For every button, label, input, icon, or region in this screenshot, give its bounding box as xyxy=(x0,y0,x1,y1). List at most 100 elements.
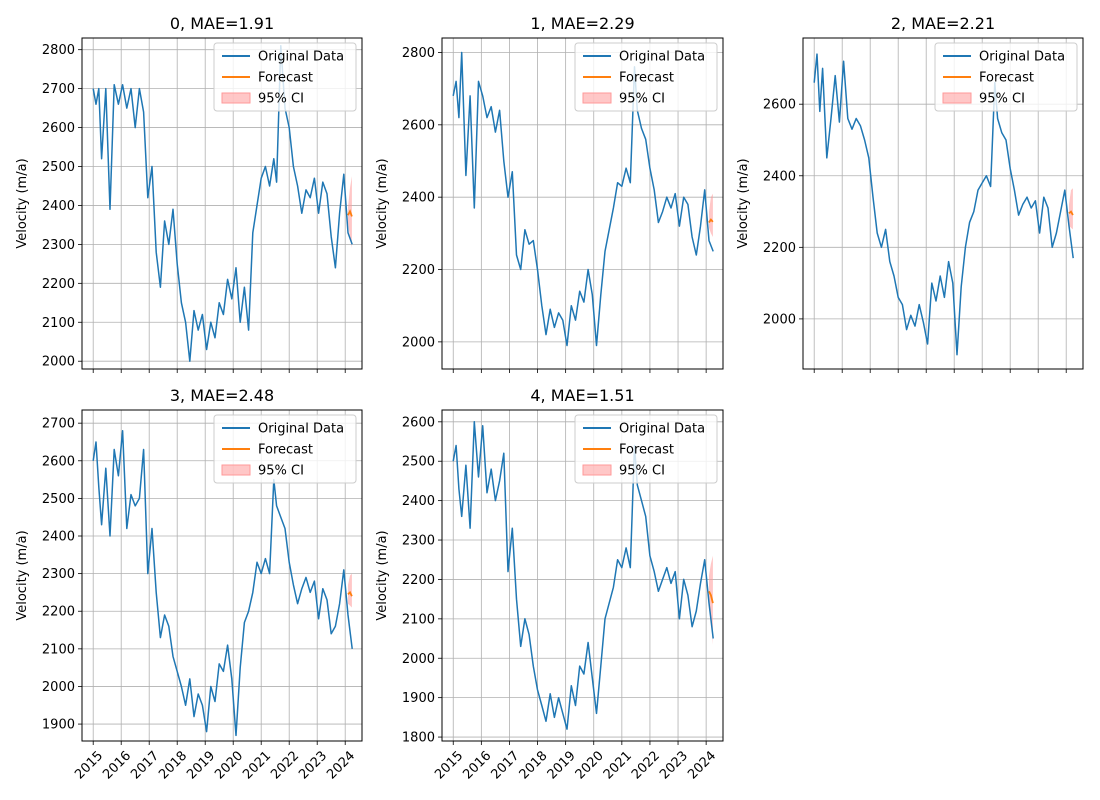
x-tick-label: 2019 xyxy=(545,748,579,782)
subplot-title: 3, MAE=2.48 xyxy=(170,386,274,405)
legend-forecast-label: Forecast xyxy=(619,71,674,86)
x-tick-label: 2020 xyxy=(573,748,607,782)
x-tick-label: 2022 xyxy=(629,748,663,782)
x-tick-label: 2023 xyxy=(657,748,691,782)
x-tick-label: 2015 xyxy=(72,748,106,782)
legend-ci-label: 95% CI xyxy=(258,464,304,479)
x-tick-label: 2018 xyxy=(517,748,551,782)
x-tick-label: 2021 xyxy=(240,748,274,782)
axes-frame xyxy=(441,37,724,370)
y-tick-label: 2600 xyxy=(763,98,796,113)
y-tick-label: 2400 xyxy=(402,191,435,206)
y-tick-label: 2400 xyxy=(42,199,75,214)
legend-forecast-label: Forecast xyxy=(258,71,313,86)
forecast-line xyxy=(347,590,353,597)
legend-ci-swatch xyxy=(582,92,612,104)
y-tick-label: 2100 xyxy=(402,612,435,627)
y-tick-label: 1900 xyxy=(402,691,435,706)
plot-area xyxy=(452,421,714,730)
y-axis-label: Velocity (m/a) xyxy=(15,158,30,248)
legend-ci-swatch xyxy=(942,92,972,104)
legend-ci-label: 95% CI xyxy=(619,92,665,107)
axes-frame xyxy=(81,409,363,742)
y-tick-label: 2400 xyxy=(763,169,796,184)
y-tick-label: 2200 xyxy=(402,263,435,278)
forecast-line xyxy=(708,590,714,604)
legend: Original Data Forecast 95% CI xyxy=(574,414,718,484)
x-tick-label: 2020 xyxy=(212,748,246,782)
subplot-2: 2000 2200 2400 2600 2, MAE=2.21 Velocity (m/a… xyxy=(736,14,1084,373)
plot-area xyxy=(452,51,714,347)
subplot-4: 1800 1900 2000 2100 2200 2300 2400 2500 2600 2015… xyxy=(375,386,724,782)
forecast-line xyxy=(347,209,353,217)
y-tick-label: 2600 xyxy=(402,415,435,430)
legend-original-label: Original Data xyxy=(258,50,344,65)
legend-ci-swatch xyxy=(221,464,251,476)
legend-ci-label: 95% CI xyxy=(619,464,665,479)
x-tick-label: 2024 xyxy=(324,748,358,782)
original-data-line xyxy=(92,429,353,737)
axes-frame xyxy=(802,37,1084,370)
y-tick-label: 2200 xyxy=(42,277,75,292)
y-axis-label: Velocity (m/a) xyxy=(375,530,390,620)
plot-area xyxy=(92,45,353,362)
x-tick-label: 2017 xyxy=(488,748,522,782)
y-tick-label: 2600 xyxy=(42,454,75,469)
y-tick-label: 2000 xyxy=(763,312,796,327)
legend-forecast-label: Forecast xyxy=(979,71,1034,86)
y-axis-label: Velocity (m/a) xyxy=(15,530,30,620)
y-axis-label: Velocity (m/a) xyxy=(375,158,390,248)
y-tick-label: 2100 xyxy=(42,642,75,657)
x-tick-label: 2016 xyxy=(460,748,494,782)
y-tick-label: 2400 xyxy=(42,530,75,545)
x-tick-label: 2022 xyxy=(268,748,302,782)
legend-forecast-label: Forecast xyxy=(619,443,674,458)
x-tick-label: 2021 xyxy=(601,748,635,782)
y-tick-label: 2600 xyxy=(402,118,435,133)
y-tick-label: 2800 xyxy=(42,43,75,58)
legend-ci-swatch xyxy=(221,92,251,104)
x-tick-label: 2017 xyxy=(128,748,162,782)
y-tick-label: 2300 xyxy=(42,567,75,582)
legend: Original Data Forecast 95% CI xyxy=(213,42,357,112)
legend-forecast-label: Forecast xyxy=(258,443,313,458)
subplot-0: 2000 2100 2200 2300 2400 2500 2600 2700 2800 0, M… xyxy=(15,14,363,373)
y-tick-label: 2500 xyxy=(42,160,75,175)
axes-frame xyxy=(441,409,724,742)
y-tick-label: 2200 xyxy=(402,573,435,588)
axes-frame xyxy=(81,37,363,370)
x-tick-label: 2024 xyxy=(685,748,719,782)
y-tick-label: 2000 xyxy=(42,355,75,370)
legend-ci-label: 95% CI xyxy=(979,92,1025,107)
legend-original-label: Original Data xyxy=(619,50,705,65)
x-tick-label: 2019 xyxy=(184,748,218,782)
legend: Original Data Forecast 95% CI xyxy=(213,414,357,484)
y-axis-label: Velocity (m/a) xyxy=(736,158,751,248)
subplot-title: 0, MAE=1.91 xyxy=(170,14,274,33)
y-tick-label: 2800 xyxy=(402,46,435,61)
original-data-line xyxy=(813,53,1074,356)
y-tick-label: 2000 xyxy=(42,680,75,695)
y-tick-label: 2400 xyxy=(402,494,435,509)
legend-original-label: Original Data xyxy=(258,422,344,437)
y-tick-label: 1900 xyxy=(42,718,75,733)
forecast-line xyxy=(708,218,714,223)
y-tick-label: 2300 xyxy=(402,534,435,549)
y-tick-label: 2300 xyxy=(42,238,75,253)
x-tick-label: 2015 xyxy=(432,748,466,782)
y-tick-label: 2200 xyxy=(763,241,796,256)
y-tick-label: 2000 xyxy=(402,335,435,350)
y-tick-label: 2200 xyxy=(42,605,75,620)
legend-ci-label: 95% CI xyxy=(258,92,304,107)
ci-band xyxy=(348,573,352,608)
x-tick-label: 2018 xyxy=(156,748,190,782)
y-tick-label: 2600 xyxy=(42,121,75,136)
subplot-title: 1, MAE=2.29 xyxy=(530,14,634,33)
y-tick-label: 2000 xyxy=(402,652,435,667)
y-tick-label: 2500 xyxy=(402,455,435,470)
x-tick-label: 2016 xyxy=(100,748,134,782)
y-tick-label: 2500 xyxy=(42,492,75,507)
original-data-line xyxy=(452,51,714,347)
ci-band xyxy=(709,193,713,237)
